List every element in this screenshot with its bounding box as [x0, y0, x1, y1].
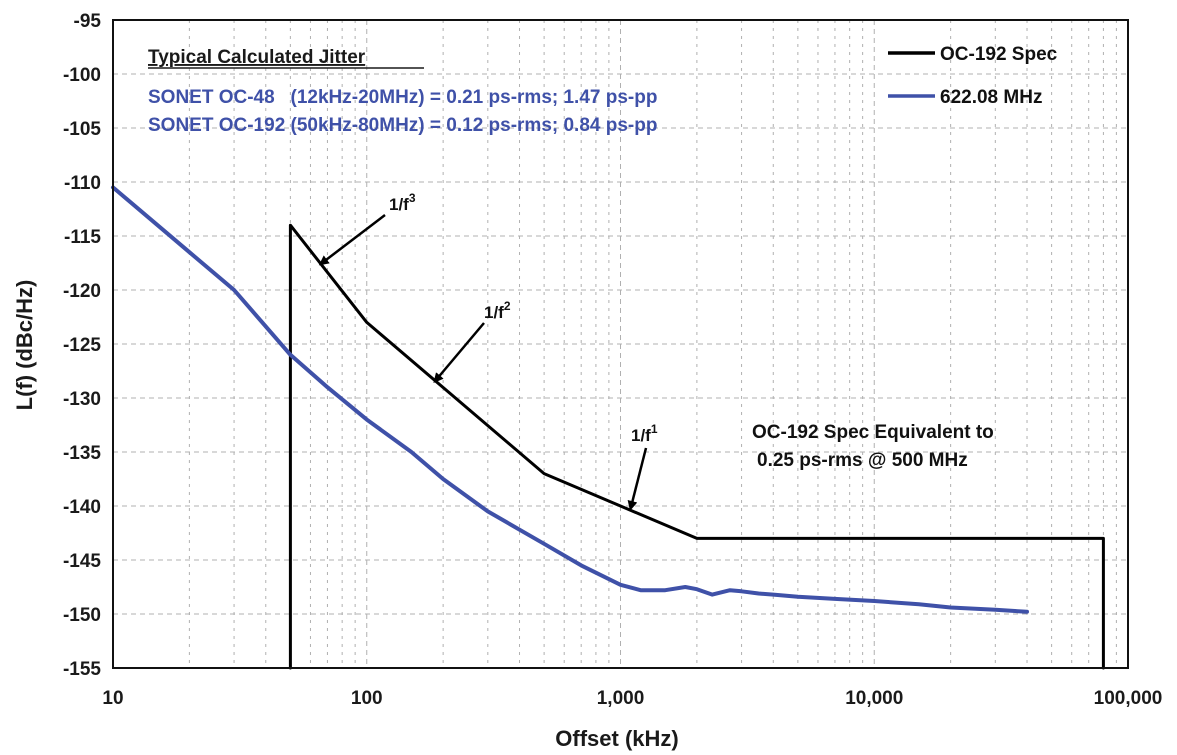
slope-annotation-f1: 1/f1 [627, 422, 658, 511]
slope-label-f3: 1/f3 [389, 191, 416, 214]
y-tick-label: -135 [63, 443, 101, 464]
series-line-622mhz [111, 185, 1029, 614]
x-tick-label: 1,000 [597, 688, 645, 709]
plot-frame [112, 19, 1129, 669]
y-tick-label: -145 [63, 551, 101, 572]
slope-arrow-f3 [318, 214, 386, 266]
x-tick-label: 100,000 [1094, 688, 1163, 709]
series-line-oc192-spec [288, 223, 1105, 670]
spec-note-line1: OC-192 Spec Equivalent to [752, 422, 994, 443]
spec-note-line2: 0.25 ps-rms @ 500 MHz [757, 450, 968, 471]
slope-annotation-f2: 1/f2 [433, 299, 511, 384]
y-tick-label: -125 [63, 335, 101, 356]
y-tick-label: -150 [63, 605, 101, 626]
slope-label-f2: 1/f2 [484, 299, 511, 322]
legend-label-622mhz: 622.08 MHz [940, 87, 1042, 108]
y-tick-label: -110 [64, 173, 101, 194]
x-tick-label: 100 [351, 688, 383, 709]
tick-labels: -95 -100 -105 -110 -115 -120 -125 -130 -135 -140 -… [63, 11, 1162, 709]
jitter-oc48: SONET OC-48 (12kHz-20MHz) = 0.21 ps-rms;… [148, 87, 657, 108]
legend-label-oc192-spec: OC-192 Spec [940, 44, 1058, 65]
x-tick-label: 10 [102, 688, 123, 709]
y-tick-label: -120 [63, 281, 101, 302]
x-axis-title: Offset (kHz) [555, 726, 678, 751]
jitter-oc192: SONET OC-192 (50kHz-80MHz) = 0.12 ps-rms… [148, 115, 657, 136]
y-tick-label: -140 [63, 497, 101, 518]
jitter-title: Typical Calculated Jitter [148, 47, 366, 68]
slope-arrow-f2 [433, 322, 485, 384]
slope-annotation-f3: 1/f3 [318, 191, 416, 266]
y-tick-label: -155 [63, 659, 101, 680]
series-layer [111, 185, 1105, 670]
legend: OC-192 Spec 622.08 MHz [888, 44, 1058, 108]
y-axis-title: L(f) (dBc/Hz) [12, 280, 37, 411]
x-tick-label: 10,000 [845, 688, 903, 709]
slope-label-f1: 1/f1 [631, 422, 658, 445]
slope-arrow-f1 [627, 447, 648, 511]
y-tick-label: -105 [63, 119, 101, 140]
y-tick-label: -95 [74, 11, 102, 32]
y-tick-label: -100 [63, 65, 101, 86]
y-tick-label: -115 [64, 227, 101, 248]
y-tick-label: -130 [63, 389, 101, 410]
